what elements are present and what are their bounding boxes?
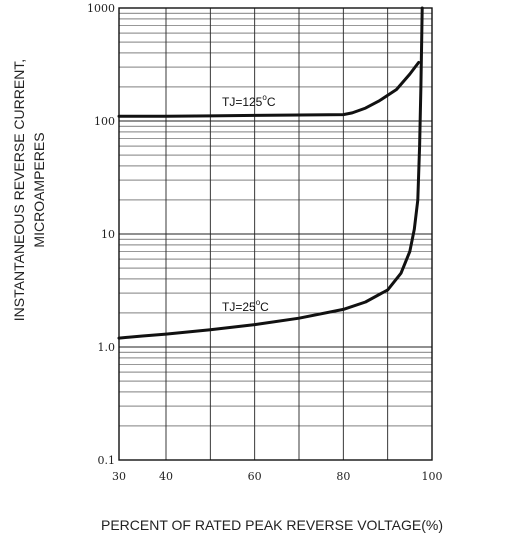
series-label-tj125: TJ=125oC [222, 93, 276, 109]
series-label-tj25-tail: C [260, 300, 269, 314]
series-label-tj25-sup: o [256, 298, 261, 307]
series-label-tj125-tail: C [267, 95, 276, 109]
series-label-tj125-sup: o [262, 93, 267, 102]
series-label-tj125-main: TJ=125 [222, 95, 263, 109]
y-axis-title-line2: MICROAMPERES [31, 132, 47, 247]
tick-labels: 30 40 60 80 100 0.1 1.0 10 100 1000 [87, 2, 443, 483]
x-tick-label: 80 [336, 470, 350, 483]
y-axis-title-line1: INSTANTANEOUS REVERSE CURRENT, [11, 59, 27, 321]
series-label-tj25: TJ=25oC [222, 298, 269, 314]
y-tick-label: 1.0 [98, 341, 116, 354]
x-tick-label: 100 [422, 470, 443, 483]
series-label-tj25-main: TJ=25 [222, 300, 256, 314]
y-tick-label: 0.1 [98, 454, 116, 467]
grid [119, 8, 432, 461]
plot-frame [118, 7, 433, 461]
x-tick-label: 60 [248, 470, 262, 483]
y-tick-label: 10 [101, 228, 115, 241]
x-tick-label: 30 [112, 470, 126, 483]
series-line-tj25 [117, 6, 424, 340]
series-line-tj125 [117, 60, 421, 118]
y-tick-label: 1000 [87, 2, 115, 15]
y-tick-label: 100 [94, 115, 115, 128]
x-tick-label: 40 [159, 470, 173, 483]
curves [117, 6, 424, 340]
x-axis-title: PERCENT OF RATED PEAK REVERSE VOLTAGE(%) [101, 517, 443, 533]
